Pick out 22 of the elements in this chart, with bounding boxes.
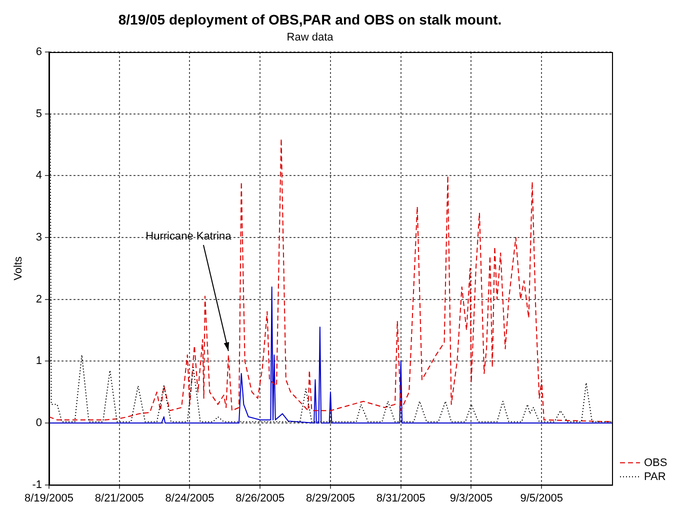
y-tick-label: 6	[36, 46, 42, 58]
x-tick-label: 8/31/2005	[376, 492, 426, 504]
x-tick-label: 8/19/2005	[24, 492, 74, 504]
y-tick-label: 3	[36, 232, 42, 244]
x-tick-label: 8/26/2005	[236, 492, 285, 504]
x-tick-label: 9/5/2005	[520, 492, 564, 504]
annotation: Hurricane Katrina	[146, 230, 232, 242]
legend-label: OBS	[644, 456, 668, 469]
chart-subtitle: Raw data	[286, 31, 334, 44]
x-tick-label: 9/3/2005	[450, 492, 493, 504]
x-tick-label: 8/21/2005	[94, 492, 144, 504]
x-tick-label: 8/24/2005	[165, 492, 214, 504]
y-tick-label: 0	[36, 417, 42, 430]
y-tick-label: 4	[36, 170, 42, 182]
y-tick-label: 2	[36, 293, 42, 306]
chart-title: 8/19/05 deployment of OBS,PAR and OBS on stalk mount.	[118, 11, 502, 28]
y-axis-title: Volts	[12, 256, 25, 280]
y-tick-label: 5	[36, 108, 42, 120]
y-tick-label: 1	[36, 355, 42, 368]
x-tick-label: 8/29/2005	[306, 492, 355, 504]
y-tick-label: -1	[32, 478, 42, 491]
legend-label: PAR	[644, 470, 666, 483]
